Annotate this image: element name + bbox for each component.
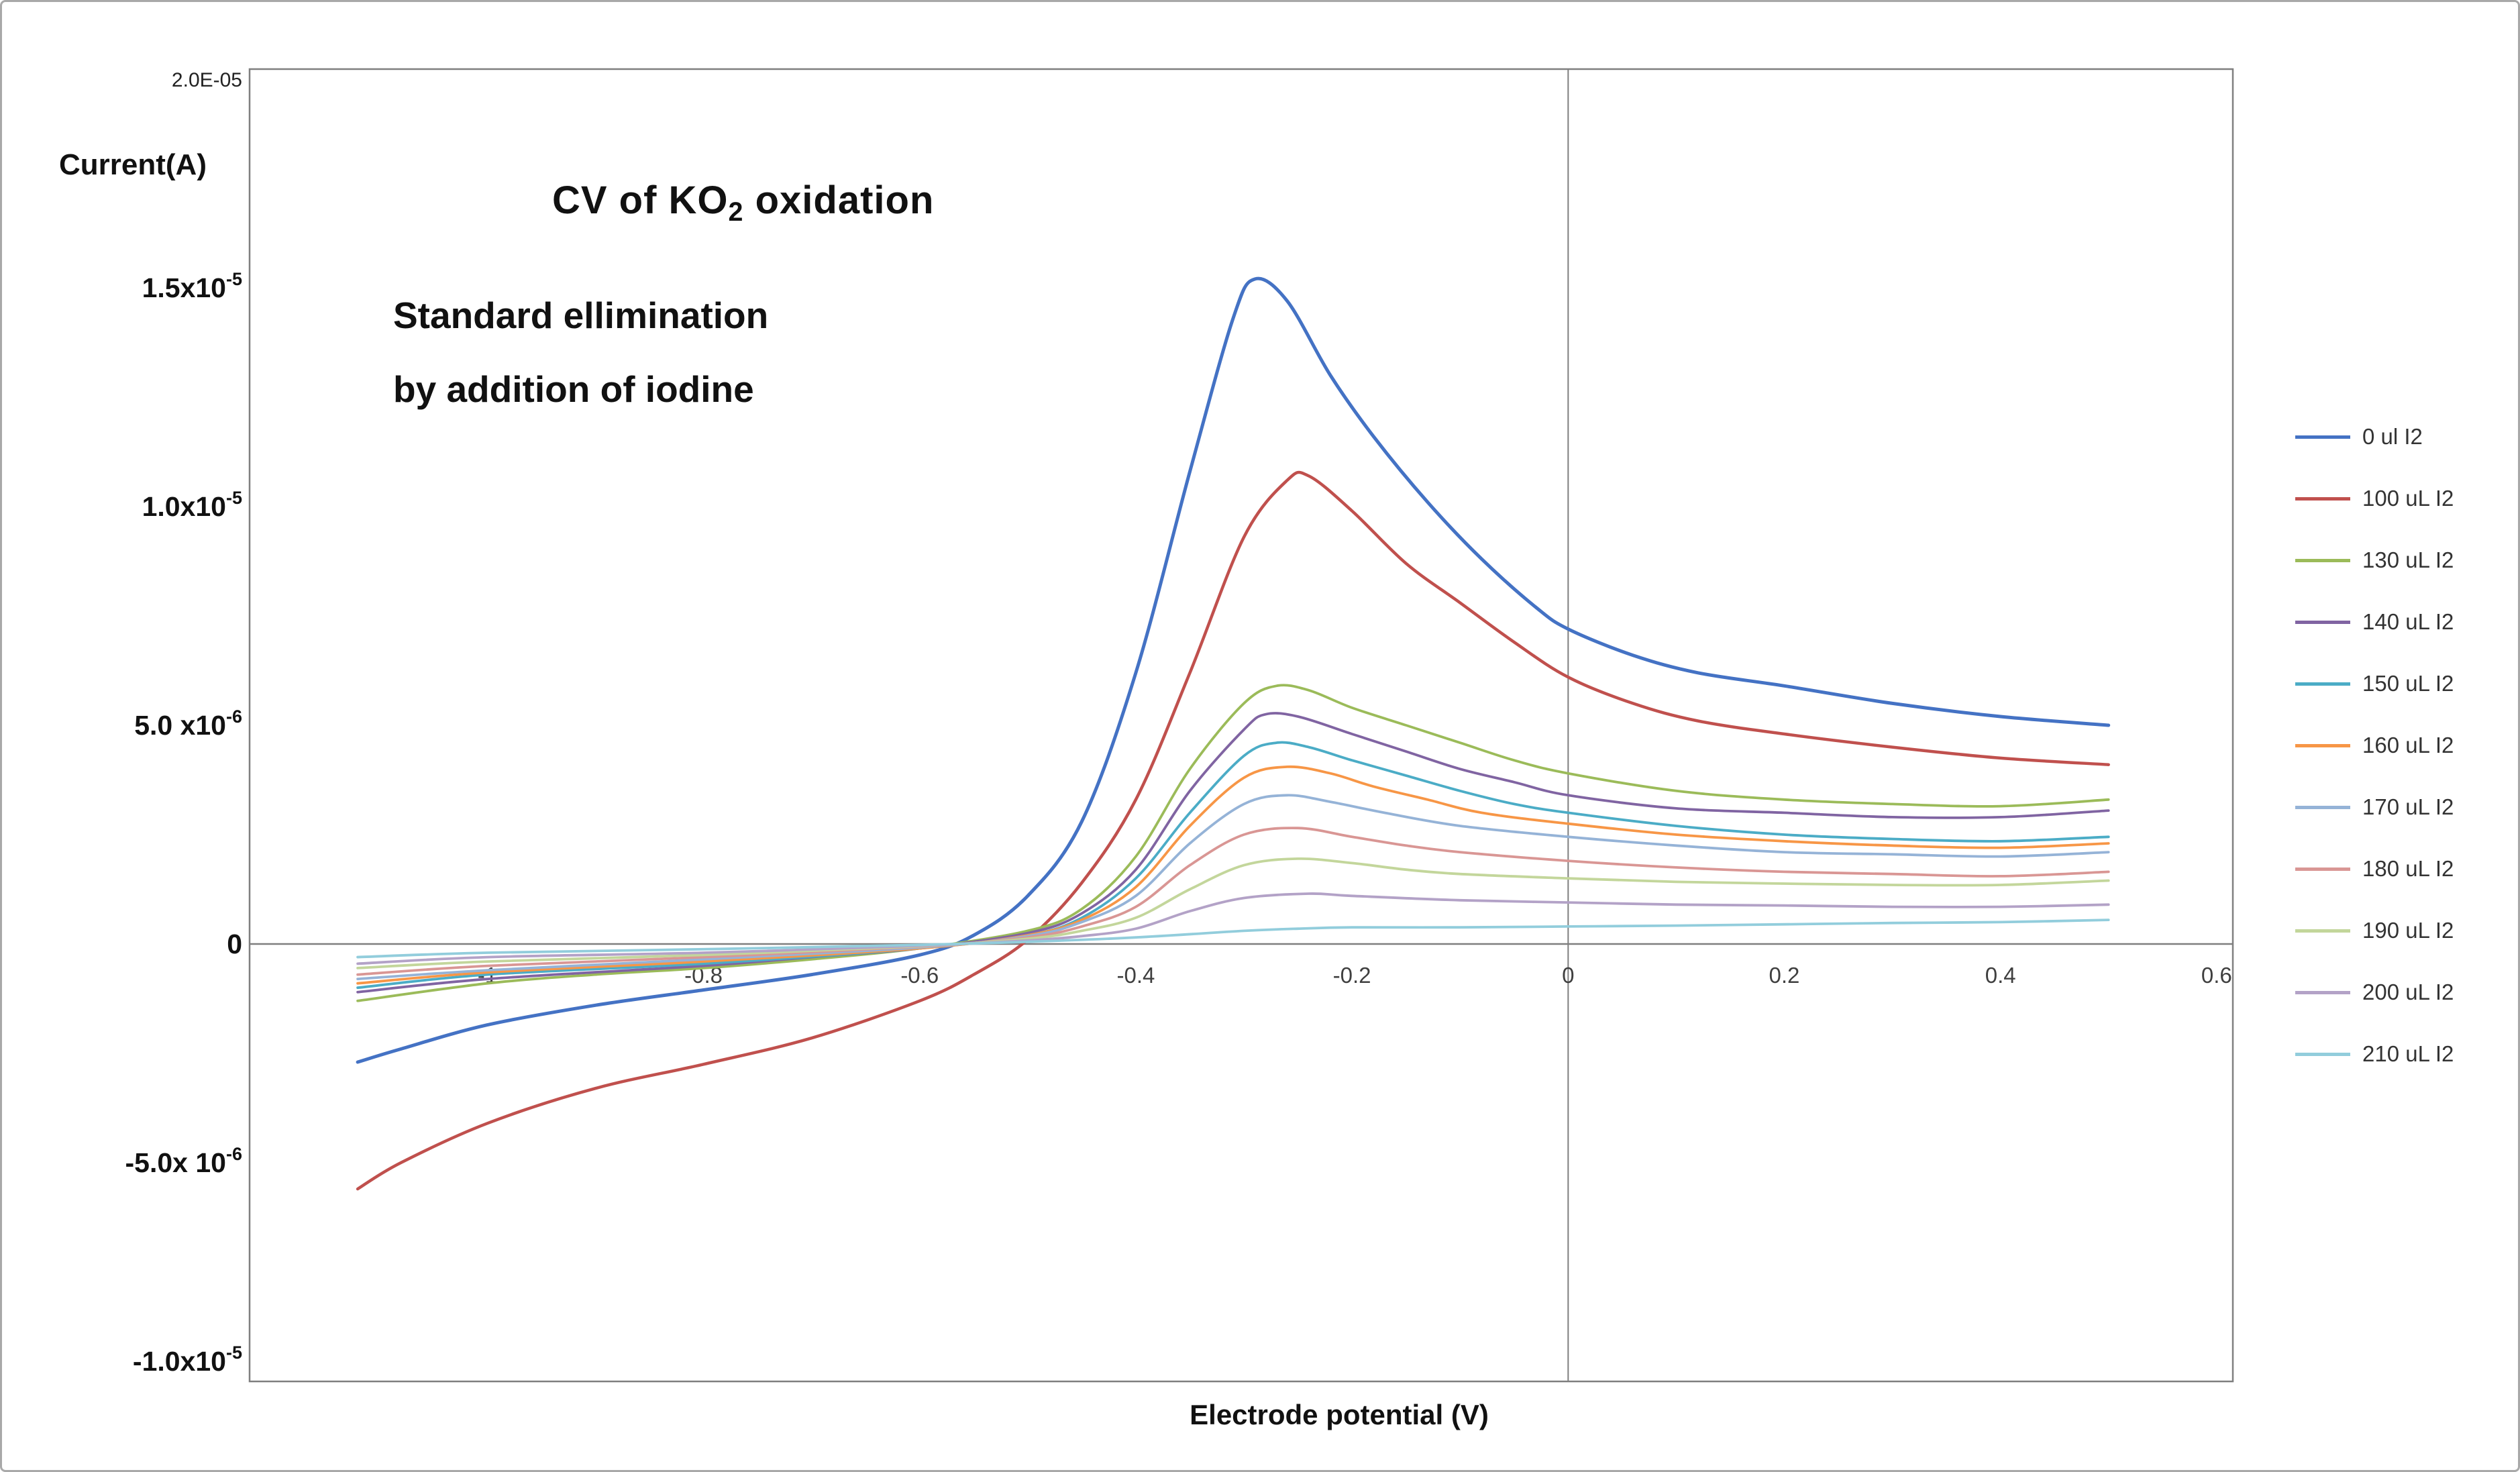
y-tick-label: 1.0x10-5 (142, 488, 242, 522)
series-line (356, 684, 2110, 1002)
legend-label: 180 uL I2 (2362, 856, 2454, 881)
legend-item: 140 uL I2 (2295, 609, 2454, 635)
legend-item: 150 uL I2 (2295, 670, 2454, 697)
legend-item: 0 ul I2 (2295, 423, 2454, 450)
legend-line-swatch (2295, 496, 2350, 501)
y-tick-label: 0 (227, 929, 242, 959)
legend-label: 140 uL I2 (2362, 609, 2454, 634)
series-line (356, 794, 2110, 981)
legend-item: 130 uL I2 (2295, 547, 2454, 574)
legend-label: 210 uL I2 (2362, 1041, 2454, 1066)
series-line (356, 918, 2110, 959)
legend-line-swatch (2295, 929, 2350, 933)
x-tick-label: 0 (1562, 963, 1574, 988)
legend-item: 170 uL I2 (2295, 794, 2454, 821)
legend-line-swatch (2295, 435, 2350, 439)
series-line (356, 857, 2110, 969)
chart-annotation: Standard ellimination by addition of iod… (393, 278, 768, 426)
legend-line-swatch (2295, 867, 2350, 871)
series-line (356, 276, 2111, 1064)
y-tick-label: -5.0x 10-6 (125, 1144, 242, 1178)
legend-item: 210 uL I2 (2295, 1041, 2454, 1067)
series-line (356, 765, 2110, 985)
legend-line-swatch (2295, 990, 2350, 994)
plot-border (248, 68, 2234, 1383)
legend-item: 200 uL I2 (2295, 979, 2454, 1006)
y-tick-label: 2.0E-05 (172, 69, 242, 91)
x-tick-label: -0.6 (900, 963, 939, 988)
chart-title: CV of KO2 oxidation (552, 178, 934, 227)
annotation-line-2: by addition of iodine (393, 368, 754, 410)
chart-title-subscript: 2 (728, 197, 744, 227)
y-tick-label: 1.5x10-5 (142, 269, 242, 303)
chart-title-text-2: oxidation (743, 178, 935, 222)
legend-line-swatch (2295, 558, 2350, 562)
legend-line-swatch (2295, 620, 2350, 624)
legend-line-swatch (2295, 682, 2350, 686)
x-tick-label: 0.4 (1985, 963, 2016, 988)
legend-label: 150 uL I2 (2362, 671, 2454, 696)
x-tick-label: 0.6 (2201, 963, 2232, 988)
y-axis-title: Current(A) (59, 148, 207, 181)
legend-line-swatch (2295, 1052, 2350, 1056)
x-tick-label: 0.2 (1769, 963, 1800, 988)
legend-label: 170 uL I2 (2362, 794, 2454, 819)
y-tick-label: -1.0x10-5 (133, 1343, 242, 1377)
legend-label: 100 uL I2 (2362, 486, 2454, 511)
legend-item: 190 uL I2 (2295, 917, 2454, 944)
legend-item: 180 uL I2 (2295, 855, 2454, 882)
y-tick-label: 5.0 x10-6 (134, 706, 242, 741)
legend-label: 130 uL I2 (2362, 547, 2454, 572)
legend-label: 0 ul I2 (2362, 424, 2423, 449)
legend-line-swatch (2295, 805, 2350, 809)
legend-label: 160 uL I2 (2362, 733, 2454, 757)
legend: 0 ul I2 100 uL I2 130 uL I2 140 uL I2 150 uL… (2295, 423, 2454, 1067)
legend-item: 100 uL I2 (2295, 485, 2454, 512)
chart-title-text: CV of KO (552, 178, 729, 222)
series-line (356, 470, 2110, 1191)
legend-line-swatch (2295, 743, 2350, 747)
series-line (356, 892, 2110, 965)
legend-label: 190 uL I2 (2362, 918, 2454, 943)
series-line (356, 827, 2110, 976)
legend-item: 160 uL I2 (2295, 732, 2454, 759)
x-tick-label: -0.4 (1116, 963, 1155, 988)
annotation-line-1: Standard ellimination (393, 295, 769, 336)
x-tick-label: -0.2 (1333, 963, 1371, 988)
x-axis-title: Electrode potential (V) (1190, 1399, 1489, 1430)
legend-label: 200 uL I2 (2362, 980, 2454, 1004)
